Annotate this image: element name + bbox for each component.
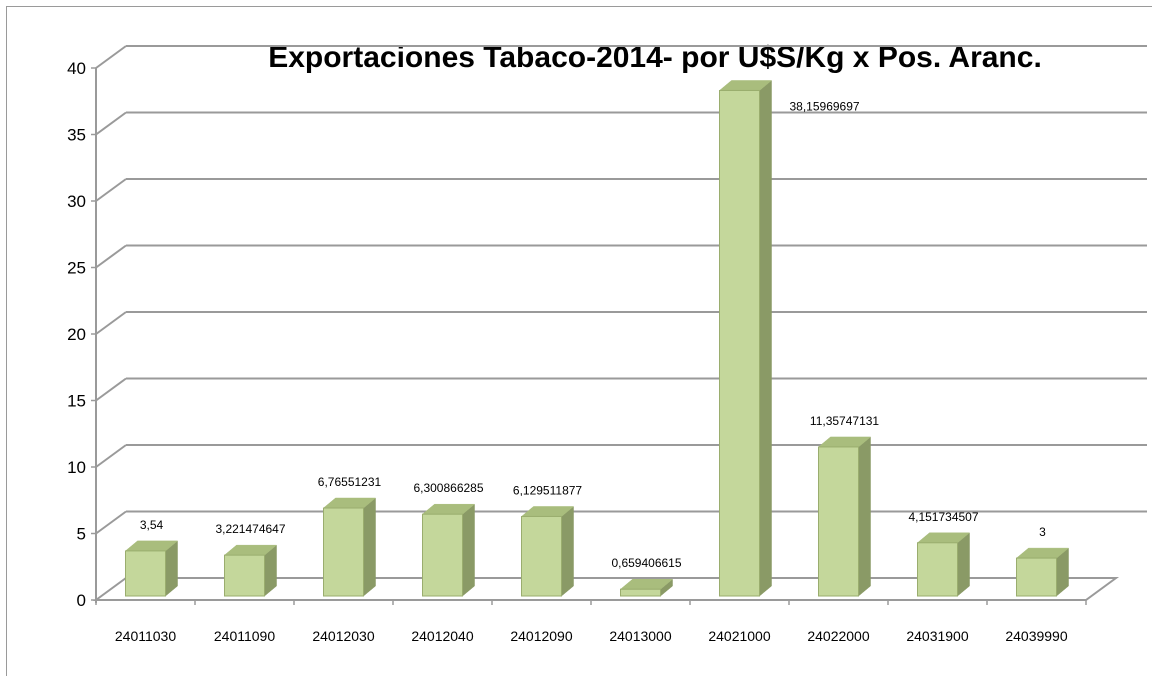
data-label: 3 [1039, 525, 1046, 539]
x-tick-label: 24039990 [1005, 628, 1068, 644]
x-tick-label: 24031900 [906, 628, 969, 644]
gridline-diagonal [95, 178, 127, 202]
x-tick-label: 24012040 [411, 628, 474, 644]
data-label: 3,221474647 [215, 522, 285, 536]
bar-side [462, 503, 475, 597]
bar [620, 588, 661, 597]
data-label: 38,15969697 [790, 99, 860, 113]
gridline-diagonal [95, 45, 127, 69]
y-tick-label: 25 [67, 259, 86, 278]
y-tick-label: 40 [67, 59, 86, 78]
gridline-diagonal [95, 111, 127, 136]
bar [422, 513, 463, 597]
x-tick-label: 24021000 [708, 628, 771, 644]
bar-side [561, 505, 574, 597]
bar-side [858, 436, 871, 597]
x-tick-label: 24011090 [214, 628, 275, 644]
gridlines [95, 45, 1147, 535]
bar [818, 446, 859, 597]
data-label: 0,659406615 [611, 556, 681, 570]
bar-side [759, 79, 772, 597]
bar [323, 507, 364, 597]
labels: 0 5 10 15 20 25 30 35 40 3,54 24011030 3,221474647 2… [67, 59, 1068, 644]
bar [1016, 557, 1057, 597]
y-tick-label: 35 [67, 126, 86, 145]
y-tick-label: 30 [67, 192, 86, 211]
y-tick-label: 15 [67, 392, 86, 411]
y-tick-label: 0 [77, 591, 86, 610]
data-label: 6,76551231 [318, 475, 382, 489]
gridline-diagonal [95, 377, 127, 402]
data-label: 3,54 [140, 518, 164, 532]
bar [917, 542, 958, 597]
gridline-diagonal [95, 444, 127, 468]
gridline-diagonal [95, 510, 127, 535]
bars [124, 79, 1070, 597]
gridline-diagonal [95, 311, 127, 335]
x-tick-label: 24022000 [807, 628, 870, 644]
bar-side [957, 532, 970, 597]
data-label: 4,151734507 [908, 510, 978, 524]
data-label: 11,35747131 [810, 414, 880, 428]
x-tick-label: 24012090 [510, 628, 573, 644]
bar-side [363, 497, 376, 597]
y-tick-label: 10 [67, 458, 86, 477]
gridline-diagonal [95, 244, 127, 269]
data-label: 6,300866285 [413, 481, 483, 495]
bar [125, 550, 166, 597]
y-tick-label: 5 [77, 525, 86, 544]
bar [224, 554, 265, 597]
bar [521, 515, 562, 597]
bar [719, 89, 760, 597]
x-tick-label: 24012030 [312, 628, 375, 644]
y-tick-label: 20 [67, 325, 86, 344]
data-label: 6,129511877 [513, 483, 583, 497]
x-tick-label: 24013000 [609, 628, 672, 644]
x-tick-label: 24011030 [115, 628, 176, 644]
